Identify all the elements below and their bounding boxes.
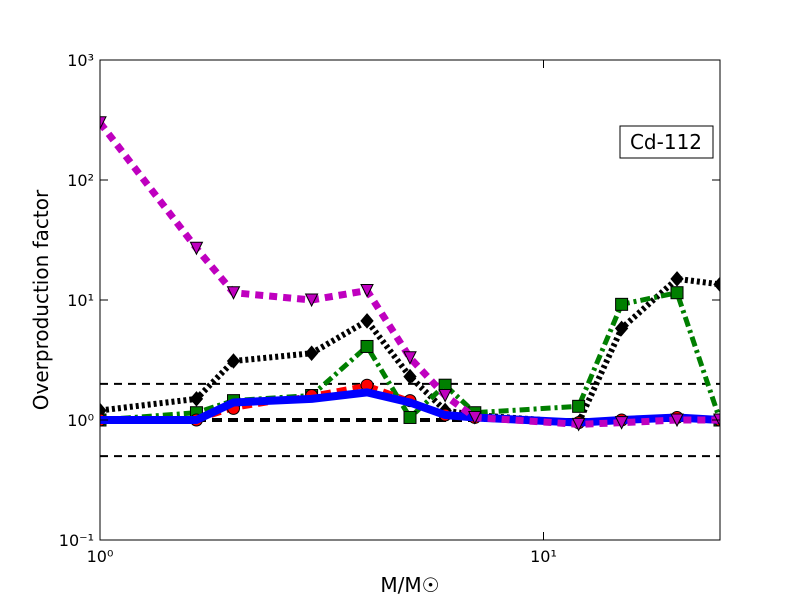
y-tick-label: 10⁰ <box>67 411 94 430</box>
annotation-box <box>619 125 714 159</box>
marker <box>360 339 374 353</box>
marker <box>438 389 452 403</box>
x-tick-label: 10⁰ <box>87 547 114 566</box>
marker <box>189 391 204 407</box>
marker <box>304 293 319 308</box>
marker <box>713 276 720 293</box>
plot-area <box>100 116 720 458</box>
marker <box>304 345 319 362</box>
marker <box>403 410 417 424</box>
y-axis-label: Overproduction factor <box>29 189 53 410</box>
x-tick-label: 10¹ <box>530 547 557 566</box>
marker <box>468 410 482 425</box>
marker <box>572 399 586 413</box>
marker <box>226 353 241 369</box>
marker <box>615 297 629 311</box>
marker <box>360 283 374 298</box>
series-line <box>100 120 720 428</box>
marker <box>100 116 107 130</box>
marker <box>403 351 417 365</box>
y-tick-label: 10³ <box>67 51 94 70</box>
marker <box>226 286 241 300</box>
marker <box>670 286 684 300</box>
marker <box>670 413 684 428</box>
y-tick-label: 10² <box>67 171 94 190</box>
y-tick-label: 10⁻¹ <box>59 531 94 550</box>
marker <box>189 241 204 256</box>
marker <box>670 271 684 287</box>
marker <box>403 368 417 385</box>
marker <box>614 416 629 430</box>
series-line <box>100 275 720 426</box>
y-tick-label: 10¹ <box>67 291 94 310</box>
annotation: Cd-112 <box>630 130 702 154</box>
marker <box>614 320 629 337</box>
marker <box>571 417 586 432</box>
marker <box>360 313 374 329</box>
x-axis-label: M/M☉ <box>380 573 439 597</box>
